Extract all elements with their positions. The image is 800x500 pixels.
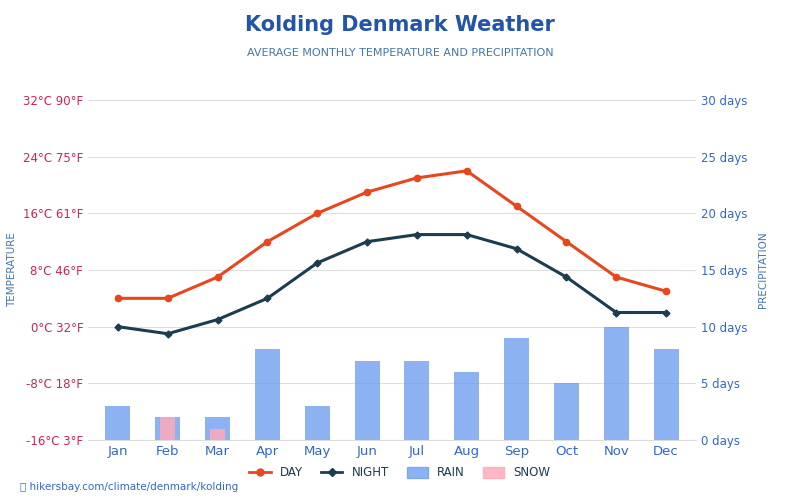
Text: Kolding Denmark Weather: Kolding Denmark Weather xyxy=(245,15,555,35)
Bar xyxy=(405,360,430,440)
Legend: DAY, NIGHT, RAIN, SNOW: DAY, NIGHT, RAIN, SNOW xyxy=(245,462,555,484)
Bar xyxy=(160,418,175,440)
Y-axis label: PRECIPITATION: PRECIPITATION xyxy=(758,232,769,308)
Text: ⛳ hikersbay.com/climate/denmark/kolding: ⛳ hikersbay.com/climate/denmark/kolding xyxy=(20,482,238,492)
Bar xyxy=(106,406,130,440)
Bar xyxy=(554,384,579,440)
Y-axis label: TEMPERATURE: TEMPERATURE xyxy=(7,232,18,308)
Bar xyxy=(504,338,529,440)
Bar xyxy=(205,418,230,440)
Bar xyxy=(210,428,225,440)
Bar xyxy=(155,418,180,440)
Bar xyxy=(654,350,678,440)
Bar xyxy=(305,406,330,440)
Bar xyxy=(604,326,629,440)
Bar xyxy=(354,360,379,440)
Bar xyxy=(454,372,479,440)
Bar xyxy=(255,350,280,440)
Text: AVERAGE MONTHLY TEMPERATURE AND PRECIPITATION: AVERAGE MONTHLY TEMPERATURE AND PRECIPIT… xyxy=(246,48,554,58)
